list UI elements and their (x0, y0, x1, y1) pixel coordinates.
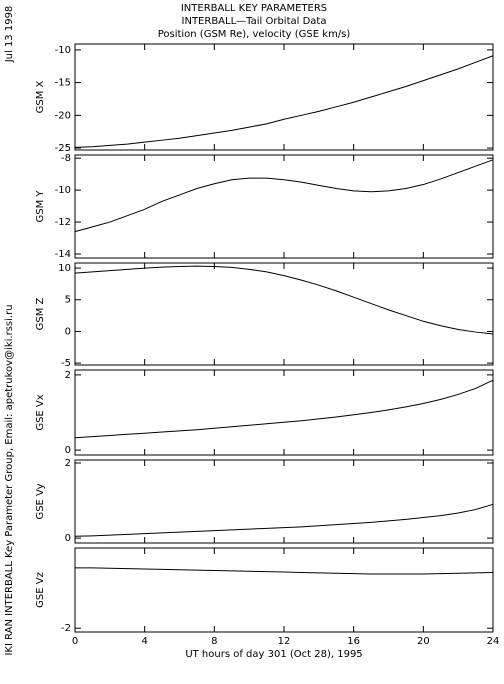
y-axis-label: GSE Vx (35, 394, 46, 430)
y-axis-label: GSE Vy (35, 483, 46, 519)
y-tick-label: -5 (61, 358, 71, 369)
line (74, 265, 494, 335)
y-tick-label: 2 (65, 370, 71, 381)
line (74, 55, 494, 148)
y-axis-label: GSM X (35, 80, 46, 113)
x-tick-label: 0 (72, 636, 78, 647)
y-tick-label: 0 (65, 326, 71, 337)
y-tick-label: 0 (65, 533, 71, 544)
line (74, 503, 494, 537)
x-tick-label: 8 (211, 636, 217, 647)
y-tick-label: -25 (55, 143, 71, 154)
chart-title: Position (GSM Re), velocity (GSE km/s) (158, 29, 351, 40)
line (74, 379, 494, 439)
chart-title: INTERBALL—Tail Orbital Data (182, 16, 327, 27)
line (74, 159, 494, 233)
y-tick-label: -14 (55, 249, 71, 260)
date: Jul 13 1998 (4, 6, 15, 64)
y-axis-label: GSM Z (35, 297, 46, 330)
y-tick-label: -12 (55, 217, 71, 228)
y-tick-label: -20 (55, 110, 71, 121)
x-tick-label: 20 (417, 636, 430, 647)
y-tick-label: -10 (55, 45, 71, 56)
y-tick-label: -8 (61, 153, 71, 164)
line (75, 567, 494, 575)
y-tick-label: -15 (55, 78, 71, 89)
y-tick-label: -2 (61, 623, 71, 634)
y-tick-label: 10 (58, 263, 71, 274)
x-tick-label: 12 (278, 636, 291, 647)
credit: IKI RAN INTERBALL Key Parameter Group, E… (4, 304, 15, 655)
x-tick-label: 4 (141, 636, 147, 647)
y-tick-label: 2 (65, 458, 71, 469)
y-axis-label: GSE Vz (35, 572, 46, 608)
chart-title: INTERBALL KEY PARAMETERS (181, 3, 327, 14)
x-tick-label: 16 (347, 636, 360, 647)
y-tick-label: 5 (65, 295, 71, 306)
y-axis-label: GSM Y (35, 190, 46, 223)
x-tick-label: 24 (487, 636, 500, 647)
y-tick-label: -10 (55, 185, 71, 196)
x-axis-label: UT hours of day 301 (Oct 28), 1995 (185, 649, 362, 660)
y-tick-label: 0 (65, 445, 71, 456)
